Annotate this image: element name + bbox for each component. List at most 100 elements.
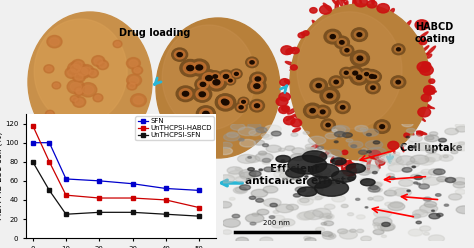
Circle shape (419, 204, 438, 213)
Circle shape (423, 197, 431, 201)
Ellipse shape (353, 0, 355, 11)
Circle shape (373, 229, 384, 235)
Circle shape (373, 196, 383, 201)
Ellipse shape (74, 65, 91, 79)
Circle shape (391, 159, 403, 165)
Ellipse shape (176, 86, 195, 102)
Circle shape (331, 171, 356, 182)
Circle shape (305, 176, 308, 177)
Circle shape (240, 139, 255, 147)
Circle shape (334, 131, 346, 137)
Ellipse shape (427, 46, 436, 54)
Circle shape (332, 125, 350, 134)
Ellipse shape (301, 32, 306, 37)
Ellipse shape (425, 88, 434, 94)
Ellipse shape (355, 0, 367, 7)
Ellipse shape (87, 68, 99, 78)
Circle shape (425, 157, 435, 162)
Ellipse shape (129, 77, 139, 84)
Ellipse shape (331, 137, 335, 146)
Ellipse shape (290, 4, 430, 160)
Y-axis label: Proliferation of
MDA-MB-231 cell (%): Proliferation of MDA-MB-231 cell (%) (0, 132, 3, 220)
Ellipse shape (65, 67, 79, 79)
Ellipse shape (370, 145, 378, 156)
Ellipse shape (252, 102, 262, 110)
Circle shape (286, 204, 299, 210)
Circle shape (375, 155, 385, 159)
UnTHCPSI-HABCD (130, 196, 136, 199)
Ellipse shape (320, 88, 340, 104)
Ellipse shape (219, 70, 234, 83)
UnTHCPSI-SFN (46, 189, 52, 192)
Ellipse shape (76, 90, 82, 94)
Ellipse shape (344, 1, 348, 11)
Circle shape (291, 177, 297, 180)
Circle shape (439, 155, 453, 161)
Ellipse shape (200, 109, 212, 119)
Ellipse shape (312, 20, 320, 28)
Circle shape (320, 175, 339, 184)
Circle shape (388, 202, 405, 211)
Circle shape (355, 125, 368, 132)
Ellipse shape (196, 89, 209, 99)
Ellipse shape (415, 112, 425, 121)
SFN (30, 141, 36, 144)
Circle shape (419, 226, 431, 231)
Ellipse shape (223, 75, 228, 78)
Ellipse shape (375, 143, 378, 157)
Ellipse shape (313, 23, 318, 29)
Ellipse shape (235, 72, 238, 75)
Circle shape (249, 130, 261, 136)
Circle shape (340, 135, 346, 137)
Circle shape (350, 229, 356, 232)
Circle shape (264, 198, 281, 207)
Circle shape (456, 126, 468, 132)
Circle shape (279, 148, 285, 151)
Ellipse shape (326, 123, 330, 127)
Circle shape (406, 128, 416, 133)
Circle shape (348, 141, 363, 148)
Circle shape (324, 221, 334, 226)
Ellipse shape (363, 71, 371, 77)
Ellipse shape (315, 105, 331, 119)
Circle shape (456, 206, 472, 214)
Circle shape (315, 196, 322, 200)
Circle shape (433, 169, 445, 175)
Ellipse shape (310, 78, 328, 93)
Ellipse shape (429, 79, 435, 83)
Ellipse shape (348, 163, 350, 170)
Ellipse shape (418, 86, 428, 90)
Ellipse shape (418, 39, 425, 47)
Circle shape (367, 148, 386, 157)
Ellipse shape (198, 80, 209, 89)
Circle shape (239, 138, 244, 141)
Ellipse shape (369, 75, 374, 78)
Circle shape (368, 186, 380, 192)
Ellipse shape (357, 56, 363, 61)
Ellipse shape (330, 35, 335, 39)
Ellipse shape (371, 86, 375, 89)
Circle shape (224, 133, 240, 141)
Circle shape (256, 198, 264, 202)
Ellipse shape (209, 71, 222, 82)
Ellipse shape (201, 82, 206, 86)
Ellipse shape (34, 19, 127, 124)
Circle shape (352, 169, 361, 173)
Ellipse shape (134, 68, 141, 73)
Ellipse shape (342, 150, 348, 155)
Circle shape (305, 144, 315, 149)
Ellipse shape (177, 53, 182, 57)
Ellipse shape (285, 62, 295, 66)
Circle shape (444, 204, 448, 206)
Circle shape (306, 192, 314, 196)
Ellipse shape (321, 119, 335, 131)
Circle shape (402, 121, 413, 127)
UnTHCPSI-SFN (163, 213, 169, 216)
Circle shape (286, 168, 305, 178)
Ellipse shape (291, 47, 299, 54)
Ellipse shape (91, 56, 105, 66)
Ellipse shape (390, 8, 394, 13)
Ellipse shape (393, 78, 403, 86)
Circle shape (445, 128, 458, 135)
Ellipse shape (301, 48, 310, 53)
